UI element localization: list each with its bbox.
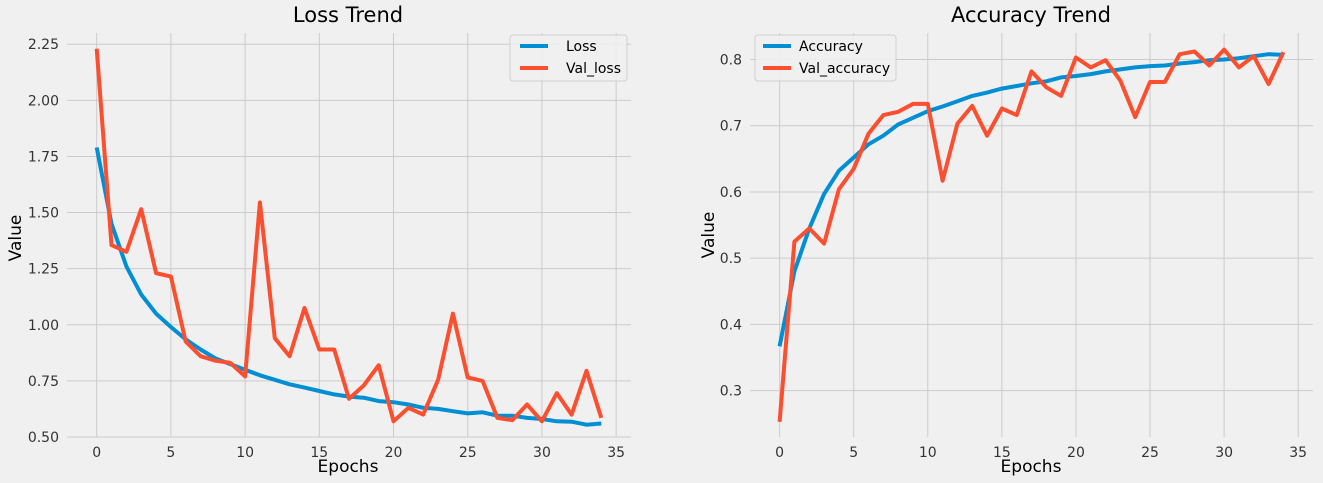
accuracy-y-axis-label: Value [699, 212, 719, 259]
accuracy-x-tick-label: 35 [1289, 445, 1307, 461]
loss-legend: Loss Val_loss [509, 34, 628, 82]
loss-y-tick-label: 1.50 [28, 206, 59, 222]
accuracy-legend-label-accuracy: Accuracy [799, 39, 863, 55]
accuracy-y-ticks: 0.3 0.4 0.5 0.6 0.7 0.8 [720, 52, 742, 399]
accuracy-series-val-accuracy-line [777, 47, 1286, 422]
loss-series-lines [94, 48, 604, 427]
loss-x-tick-label: 20 [385, 445, 403, 461]
accuracy-series-lines [777, 47, 1286, 422]
accuracy-chart-title: Accuracy Trend [951, 3, 1111, 27]
loss-legend-label-val-loss: Val_loss [566, 61, 621, 77]
loss-x-tick-label: 10 [236, 445, 254, 461]
accuracy-x-ticks: 0 5 10 15 20 25 30 35 [775, 445, 1307, 461]
loss-gridlines [67, 33, 631, 438]
accuracy-legend: Accuracy Val_accuracy [754, 34, 897, 82]
accuracy-legend-label-val-accuracy: Val_accuracy [799, 61, 890, 77]
loss-y-tick-label: 1.25 [28, 262, 59, 278]
loss-x-tick-label: 25 [459, 445, 477, 461]
loss-chart-title: Loss Trend [293, 3, 403, 27]
accuracy-series-accuracy-line [777, 52, 1284, 347]
loss-y-tick-label: 2.25 [28, 37, 59, 53]
accuracy-x-tick-label: 10 [919, 445, 937, 461]
accuracy-x-axis-label: Epochs [1001, 457, 1062, 477]
accuracy-y-tick-label: 0.8 [720, 52, 742, 68]
loss-x-axis-label: Epochs [318, 457, 379, 477]
accuracy-x-tick-label: 25 [1141, 445, 1159, 461]
accuracy-y-tick-label: 0.3 [720, 384, 742, 400]
loss-y-tick-label: 1.00 [28, 318, 59, 334]
accuracy-y-tick-label: 0.7 [720, 119, 742, 135]
loss-x-tick-label: 0 [92, 445, 101, 461]
loss-y-tick-label: 0.75 [28, 374, 59, 390]
loss-y-tick-label: 1.75 [28, 149, 59, 165]
accuracy-gridlines [750, 33, 1313, 437]
loss-x-tick-label: 5 [166, 445, 175, 461]
accuracy-y-tick-label: 0.5 [720, 251, 742, 267]
loss-y-ticks: 0.50 0.75 1.00 1.25 1.50 1.75 2.00 2.25 [28, 37, 59, 446]
loss-series-val-loss-line [94, 48, 604, 424]
accuracy-trend-chart: 0 5 10 15 20 25 30 35 0.3 0.4 0.5 0.6 0.7 0.8 Accura… [699, 3, 1313, 477]
accuracy-y-tick-label: 0.6 [720, 185, 742, 201]
loss-x-tick-label: 30 [533, 445, 551, 461]
accuracy-x-tick-label: 20 [1067, 445, 1085, 461]
loss-x-ticks: 0 5 10 15 20 25 30 35 [92, 445, 625, 461]
loss-x-tick-label: 35 [607, 445, 625, 461]
accuracy-x-tick-label: 30 [1215, 445, 1233, 461]
loss-x-tick-label: 15 [310, 445, 328, 461]
loss-y-tick-label: 0.50 [28, 430, 59, 446]
accuracy-y-tick-label: 0.4 [720, 317, 742, 333]
loss-y-axis-label: Value [6, 215, 26, 262]
accuracy-x-tick-label: 15 [993, 445, 1011, 461]
accuracy-x-tick-label: 5 [849, 445, 858, 461]
loss-y-tick-label: 2.00 [28, 93, 59, 109]
accuracy-x-tick-label: 0 [775, 445, 784, 461]
loss-legend-label-loss: Loss [566, 39, 597, 55]
loss-trend-chart: 0 5 10 15 20 25 30 35 0.50 0.75 1.00 1.25 1.50 1.75 2… [6, 3, 631, 477]
